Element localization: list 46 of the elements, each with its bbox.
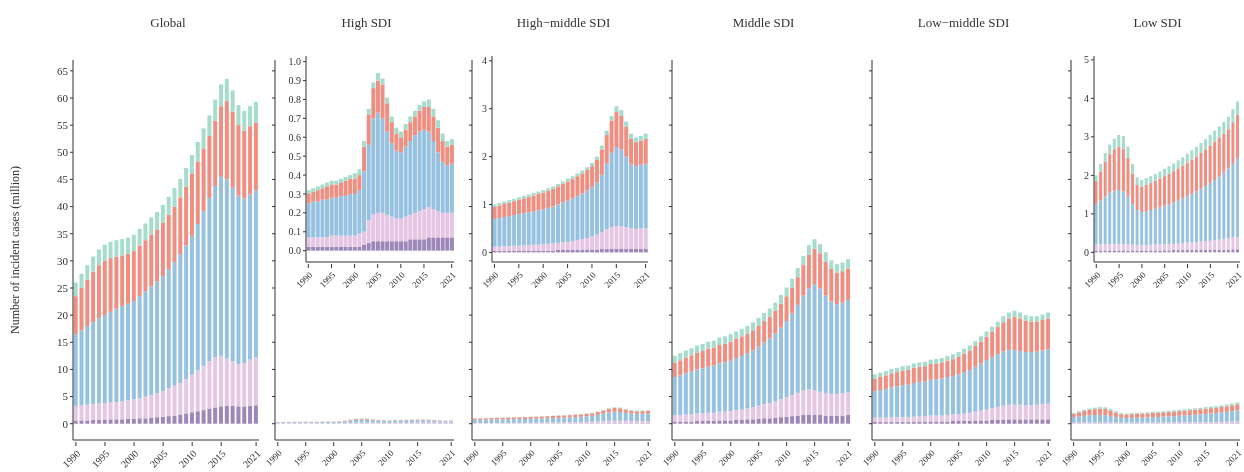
y-tick-label: 20 xyxy=(57,309,69,322)
y-tick-label: 35 xyxy=(57,227,69,240)
y-tick-label: 0.6 xyxy=(288,131,301,143)
y-tick-label: 5 xyxy=(1084,54,1089,66)
y-tick-label: 0.5 xyxy=(288,150,301,162)
y-tick-label: 1 xyxy=(1084,208,1089,220)
chart-title: Low SDI xyxy=(1132,14,1183,32)
y-tick-label: 5 xyxy=(62,390,69,403)
y-tick-label: 3 xyxy=(1084,131,1089,143)
chart-title: Low−middle SDI xyxy=(916,14,1011,32)
y-tick-label: 0.2 xyxy=(288,207,301,219)
y-tick-label: 25 xyxy=(57,281,69,294)
chart-title: High−middle SDI xyxy=(515,14,612,32)
x-tick-label: 1990 xyxy=(60,447,83,470)
y-tick-label: 15 xyxy=(57,336,69,349)
y-tick-label: 0.7 xyxy=(288,112,301,124)
y-tick-label: 0 xyxy=(482,246,487,258)
chart-title: High SDI xyxy=(340,14,393,32)
y-tick-label: 4 xyxy=(482,55,487,67)
chart-title: Middle SDI xyxy=(731,14,796,32)
y-tick-label: 2 xyxy=(1084,169,1089,181)
y-tick-label: 0 xyxy=(1084,246,1089,258)
y-tick-label: 3 xyxy=(482,103,487,115)
y-tick-label: 40 xyxy=(57,200,69,213)
y-tick-label: 65 xyxy=(57,64,69,77)
y-tick-label: 1.0 xyxy=(288,56,301,68)
y-tick-label: 0.1 xyxy=(288,226,301,238)
x-tick-label: 2021 xyxy=(240,447,263,470)
y-tick-label: 1 xyxy=(482,199,487,211)
chart-title: Global xyxy=(149,14,187,32)
x-tick-label: 2000 xyxy=(118,447,141,470)
y-tick-label: 60 xyxy=(57,91,69,104)
y-tick-label: 4 xyxy=(1084,92,1089,104)
y-tick-label: 0 xyxy=(62,417,69,430)
y-tick-label: 0.0 xyxy=(288,245,301,257)
y-tick-label: 50 xyxy=(57,146,69,159)
y-tick-label: 45 xyxy=(57,173,69,186)
y-tick-label: 55 xyxy=(57,119,69,132)
y-tick-label: 0.8 xyxy=(288,94,301,106)
y-tick-label: 0.3 xyxy=(288,188,301,200)
y-tick-label: 30 xyxy=(57,254,69,267)
y-tick-label: 0.4 xyxy=(288,169,301,181)
y-tick-label: 0.9 xyxy=(288,75,301,87)
y-tick-label: 2 xyxy=(482,151,487,163)
y-tick-label: 10 xyxy=(57,363,69,376)
y-axis-title: Number of incident cases (million) xyxy=(8,166,23,334)
